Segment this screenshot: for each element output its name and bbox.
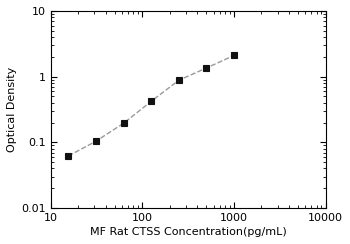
Y-axis label: Optical Density: Optical Density xyxy=(7,67,17,152)
X-axis label: MF Rat CTSS Concentration(pg/mL): MF Rat CTSS Concentration(pg/mL) xyxy=(90,227,286,237)
